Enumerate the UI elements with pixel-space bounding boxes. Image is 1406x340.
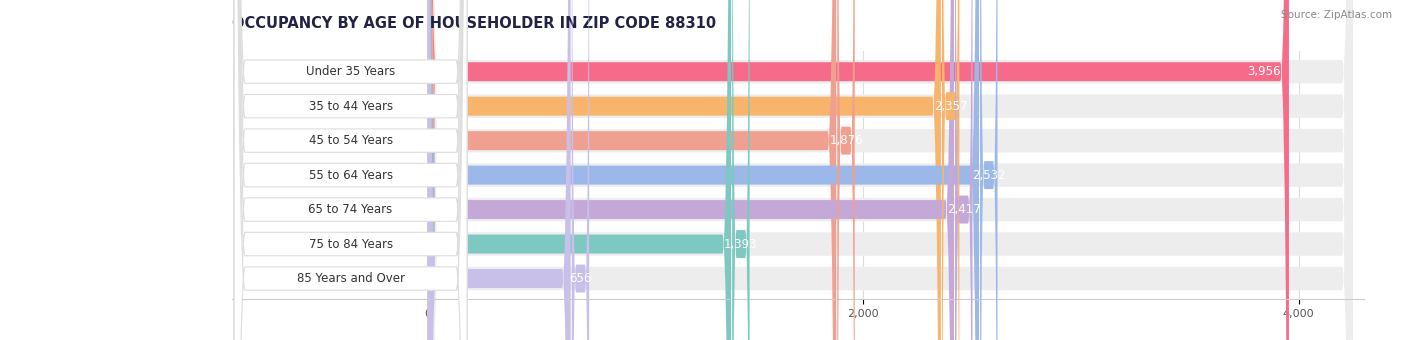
Text: 2,532: 2,532 <box>972 169 1005 182</box>
FancyBboxPatch shape <box>427 0 979 340</box>
FancyBboxPatch shape <box>235 0 467 340</box>
Text: 85 Years and Over: 85 Years and Over <box>297 272 405 285</box>
Text: OCCUPANCY BY AGE OF HOUSEHOLDER IN ZIP CODE 88310: OCCUPANCY BY AGE OF HOUSEHOLDER IN ZIP C… <box>232 16 716 31</box>
FancyBboxPatch shape <box>427 0 1289 340</box>
FancyBboxPatch shape <box>733 0 749 340</box>
Text: 45 to 54 Years: 45 to 54 Years <box>308 134 392 147</box>
FancyBboxPatch shape <box>572 0 589 340</box>
Text: Under 35 Years: Under 35 Years <box>307 65 395 78</box>
FancyBboxPatch shape <box>427 0 1353 340</box>
FancyBboxPatch shape <box>427 0 953 340</box>
Text: 1,393: 1,393 <box>724 238 758 251</box>
FancyBboxPatch shape <box>427 0 571 340</box>
Text: 75 to 84 Years: 75 to 84 Years <box>308 238 392 251</box>
FancyBboxPatch shape <box>427 0 1353 340</box>
FancyBboxPatch shape <box>427 0 941 340</box>
FancyBboxPatch shape <box>942 0 959 340</box>
Text: 65 to 74 Years: 65 to 74 Years <box>308 203 392 216</box>
FancyBboxPatch shape <box>427 0 1353 340</box>
FancyBboxPatch shape <box>235 0 467 340</box>
FancyBboxPatch shape <box>838 0 855 340</box>
Text: 656: 656 <box>569 272 592 285</box>
FancyBboxPatch shape <box>235 0 467 340</box>
FancyBboxPatch shape <box>427 0 837 340</box>
Text: 3,956: 3,956 <box>1247 65 1281 78</box>
Text: 2,417: 2,417 <box>946 203 980 216</box>
FancyBboxPatch shape <box>427 0 731 340</box>
Text: 1,876: 1,876 <box>830 134 863 147</box>
FancyBboxPatch shape <box>955 0 973 340</box>
Text: 35 to 44 Years: 35 to 44 Years <box>308 100 392 113</box>
FancyBboxPatch shape <box>427 0 1353 340</box>
FancyBboxPatch shape <box>235 0 467 340</box>
FancyBboxPatch shape <box>235 0 467 340</box>
FancyBboxPatch shape <box>427 0 1353 340</box>
FancyBboxPatch shape <box>980 0 997 340</box>
Text: 2,357: 2,357 <box>934 100 967 113</box>
FancyBboxPatch shape <box>235 0 467 340</box>
Text: Source: ZipAtlas.com: Source: ZipAtlas.com <box>1281 10 1392 20</box>
FancyBboxPatch shape <box>427 0 1353 340</box>
Text: 55 to 64 Years: 55 to 64 Years <box>308 169 392 182</box>
FancyBboxPatch shape <box>427 0 1353 340</box>
FancyBboxPatch shape <box>235 0 467 340</box>
